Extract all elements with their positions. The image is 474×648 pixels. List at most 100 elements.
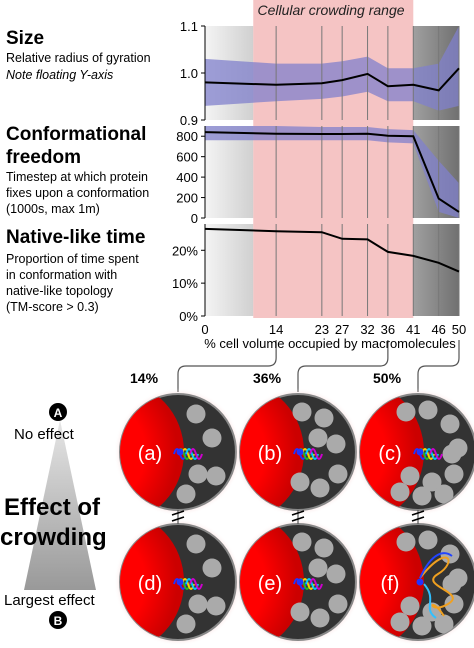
- protein-chain: [309, 448, 323, 460]
- y-tick-label: 1.0: [180, 66, 198, 81]
- crowder-molecule: [396, 402, 416, 422]
- crowding-circle-a: (a): [114, 388, 242, 516]
- protein-chain: [419, 552, 453, 579]
- y-tick-label: 10%: [172, 276, 198, 291]
- y-tick-label: 400: [176, 170, 198, 185]
- circle-label: (d): [138, 573, 162, 595]
- series-line: [204, 67, 460, 92]
- x-tick-label: 32: [360, 322, 374, 337]
- circle-label: (b): [258, 443, 282, 465]
- protein-chain: [181, 578, 195, 590]
- protein-chain: [309, 578, 323, 590]
- x-axis-label: % cell volume occupied by macromolecules: [204, 336, 456, 351]
- connector-line: [297, 340, 389, 392]
- crowder-molecule: [202, 558, 222, 578]
- native-subtitle-1: Proportion of time spent: [6, 252, 139, 266]
- protein-chain: [301, 448, 315, 460]
- anchor-point: [416, 578, 424, 586]
- anchor-point: [176, 448, 184, 456]
- crowding-circle-f: (f): [354, 518, 474, 646]
- crowder-molecule: [390, 612, 410, 632]
- anchor-point: [296, 448, 304, 456]
- protein-chain: [305, 578, 319, 590]
- effect-title-2: crowding: [0, 524, 107, 551]
- y-tick-label: 1.1: [180, 19, 198, 34]
- connector-line: [177, 340, 277, 392]
- x-tick-label: 14: [269, 322, 283, 337]
- crowder-molecule: [444, 594, 464, 614]
- x-tick-label: 27: [335, 322, 349, 337]
- x-tick-label: 23: [315, 322, 329, 337]
- crowder-molecule: [206, 466, 226, 486]
- size-title: Size: [6, 28, 45, 49]
- axis-break-mark: [411, 510, 425, 524]
- protein-chain: [189, 448, 203, 460]
- series-line: [204, 131, 460, 213]
- conf-subtitle-1: Timestep at which protein: [6, 170, 148, 184]
- crowder-molecule: [292, 402, 312, 422]
- crowder-molecule: [292, 532, 312, 552]
- circle-label: (c): [378, 443, 401, 465]
- native-subtitle-2: in conformation with: [6, 268, 118, 282]
- crowder-molecule: [326, 564, 346, 584]
- crowder-molecule: [310, 608, 330, 628]
- axis-break-mark: [291, 510, 305, 524]
- x-tick-label: 46: [431, 322, 445, 337]
- percent-label-50: 50%: [373, 370, 402, 386]
- crowder-molecule: [434, 484, 454, 504]
- crowder-molecule: [290, 602, 310, 622]
- percent-label-14: 14%: [130, 370, 159, 386]
- y-tick-label: 0: [191, 211, 198, 226]
- protein-chain: [429, 448, 443, 460]
- panel-bg-left: [205, 224, 254, 316]
- anchor-point: [296, 578, 304, 586]
- marker-a: A: [49, 403, 67, 421]
- crowding-range-label: Cellular crowding range: [257, 2, 404, 18]
- crowder-molecule: [400, 596, 420, 616]
- crowder-molecule: [310, 478, 330, 498]
- crowder-molecule: [176, 614, 196, 634]
- svg-text:A: A: [54, 406, 63, 420]
- crowder-molecule: [396, 532, 416, 552]
- series-line: [204, 227, 460, 273]
- y-tick-label: 20%: [172, 243, 198, 258]
- error-band: [205, 126, 459, 218]
- x-tick-label: 41: [406, 322, 420, 337]
- crowder-molecule: [188, 464, 208, 484]
- crowder-molecule: [400, 466, 420, 486]
- crowder-molecule: [442, 574, 462, 594]
- crowder-molecule: [188, 594, 208, 614]
- error-band: [205, 26, 459, 111]
- no-effect-label: No effect: [14, 426, 74, 443]
- anchor-point: [416, 448, 424, 456]
- crowder-molecule: [418, 400, 438, 420]
- x-tick-label: 36: [381, 322, 395, 337]
- protein-chain: [301, 578, 315, 590]
- protein-chain: [421, 448, 435, 460]
- protein-chain: [185, 578, 199, 590]
- native-subtitle-3: native-like topology: [6, 284, 114, 298]
- crowder-molecule: [314, 408, 334, 428]
- crowder-molecule: [202, 428, 222, 448]
- panel-bg-left: [205, 126, 254, 218]
- crowder-molecule: [412, 486, 432, 506]
- native-subtitle-4: (TM-score > 0.3): [6, 300, 99, 314]
- crowder-molecule: [442, 444, 462, 464]
- protein-chain: [185, 448, 199, 460]
- circle-label: (e): [258, 573, 282, 595]
- crowding-range-band: [253, 0, 414, 318]
- protein-chain: [425, 448, 439, 460]
- crowder-molecule: [314, 538, 334, 558]
- crowder-molecule: [422, 472, 442, 492]
- crowder-molecule: [444, 464, 464, 484]
- crowder-molecule: [186, 534, 206, 554]
- crowder-molecule: [440, 414, 460, 434]
- axis-break-mark: [171, 510, 185, 524]
- crowder-molecule: [328, 594, 348, 614]
- crowding-circle-c: (c): [354, 388, 474, 516]
- connector-line: [417, 340, 460, 392]
- crowder-molecule: [326, 434, 346, 454]
- circle-label: (a): [138, 443, 162, 465]
- crowder-molecule: [290, 472, 310, 492]
